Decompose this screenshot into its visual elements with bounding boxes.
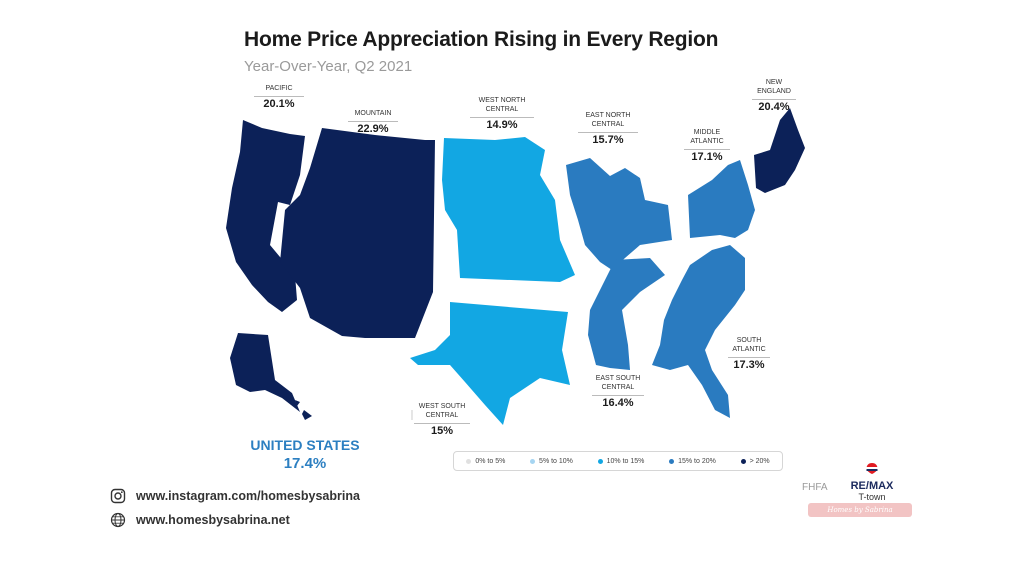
label-pacific-name: PACIFIC xyxy=(265,85,293,92)
legend-item-10-15: 10% to 15% xyxy=(597,457,645,465)
legend-item-0-5: 0% to 5% xyxy=(466,458,505,465)
label-midatl: MIDDLE ATLANTIC 17.1% xyxy=(684,128,730,163)
region-mountain-shape xyxy=(280,128,435,338)
region-esc-shape xyxy=(588,258,665,370)
legend-label: 5% to 10% xyxy=(539,457,573,465)
map-title: Home Price Appreciation Rising in Every … xyxy=(244,28,719,51)
label-mountain-value: 22.9% xyxy=(348,121,398,135)
label-enc: EAST NORTH CENTRAL 15.7% xyxy=(578,111,638,146)
label-wsc-value: 15% xyxy=(414,423,470,437)
label-satl: SOUTH ATLANTIC 17.3% xyxy=(728,336,770,371)
label-esc-value: 16.4% xyxy=(592,395,644,409)
label-enc-name: EAST NORTH CENTRAL xyxy=(585,112,631,128)
balloon-icon xyxy=(866,463,878,474)
region-pacific-ak-shape xyxy=(230,333,300,412)
region-wnc-shape xyxy=(442,137,575,282)
national-label: UNITED STATES xyxy=(250,437,360,453)
map-subtitle: Year-Over-Year, Q2 2021 xyxy=(244,58,413,75)
label-esc: EAST SOUTH CENTRAL 16.4% xyxy=(592,374,644,409)
region-pacific-hi-shape xyxy=(286,392,312,420)
contact-instagram[interactable]: www.instagram.com/homesbysabrina xyxy=(110,488,360,504)
globe-icon xyxy=(110,512,126,528)
legend-swatch xyxy=(669,458,675,464)
brand-logo: RE/MAX T-town xyxy=(842,462,902,502)
source-label: FHFA xyxy=(802,482,828,493)
signature-banner: Homes by Sabrina xyxy=(808,503,912,517)
instagram-link[interactable]: www.instagram.com/homesbysabrina xyxy=(136,489,360,503)
legend-label: 15% to 20% xyxy=(678,457,716,465)
region-wsc-shape xyxy=(410,302,570,425)
legend-swatch xyxy=(466,458,472,464)
legend-swatch xyxy=(530,458,536,464)
legend-label: 0% to 5% xyxy=(475,457,506,465)
label-pacific: PACIFIC 20.1% xyxy=(254,84,304,110)
national-value: 17.4% xyxy=(283,455,327,472)
label-enc-value: 15.7% xyxy=(578,132,638,146)
label-satl-name: SOUTH ATLANTIC xyxy=(732,337,766,353)
label-wsc: WEST SOUTH CENTRAL 15% xyxy=(414,402,470,437)
label-pacific-value: 20.1% xyxy=(254,96,304,110)
legend-swatch xyxy=(597,458,603,464)
label-ne-name: NEW ENGLAND xyxy=(757,79,791,95)
contact-website[interactable]: www.homesbysabrina.net xyxy=(110,512,290,528)
legend-label: 10% to 15% xyxy=(606,457,645,465)
legend-item-15-20: 15% to 20% xyxy=(669,458,716,465)
label-ne: NEW ENGLAND 20.4% xyxy=(752,78,796,113)
brand-subname: T-town xyxy=(858,492,886,502)
legend-swatch xyxy=(740,458,746,464)
label-wnc: WEST NORTH CENTRAL 14.9% xyxy=(470,96,534,131)
region-ne-shape xyxy=(754,108,805,193)
label-midatl-name: MIDDLE ATLANTIC xyxy=(690,129,724,145)
label-mountain-name: MOUNTAIN xyxy=(354,110,392,117)
legend: 0% to 5% 5% to 10% 10% to 15% 15% to 20%… xyxy=(453,451,783,471)
website-link[interactable]: www.homesbysabrina.net xyxy=(136,513,290,527)
region-satl-shape xyxy=(652,245,745,418)
legend-item-20-plus: > 20% xyxy=(740,457,770,465)
label-mountain: MOUNTAIN 22.9% xyxy=(348,109,398,135)
label-wsc-name: WEST SOUTH CENTRAL xyxy=(418,403,466,419)
brand-name: RE/MAX xyxy=(850,480,894,492)
label-esc-name: EAST SOUTH CENTRAL xyxy=(595,375,641,391)
label-ne-value: 20.4% xyxy=(752,99,796,113)
label-midatl-value: 17.1% xyxy=(684,149,730,163)
legend-label: > 20% xyxy=(749,457,770,465)
region-midatl-shape xyxy=(688,160,755,238)
label-satl-value: 17.3% xyxy=(728,357,770,371)
region-enc-shape xyxy=(566,158,672,270)
legend-item-5-10: 5% to 10% xyxy=(530,458,573,465)
label-wnc-value: 14.9% xyxy=(470,117,534,131)
label-wnc-name: WEST NORTH CENTRAL xyxy=(478,97,526,113)
instagram-icon xyxy=(110,488,126,504)
